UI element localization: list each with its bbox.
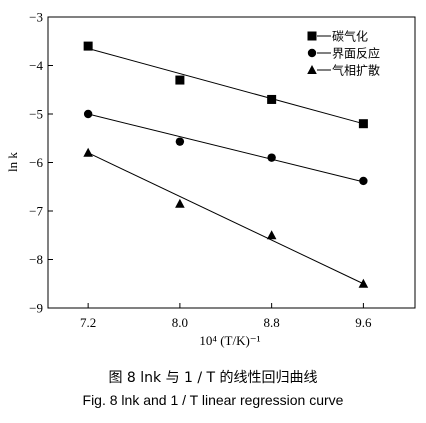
series-layer <box>83 41 369 288</box>
legend-marker-square <box>307 31 317 41</box>
regression-line <box>88 113 364 183</box>
figure-caption-chinese: 图 8 lnk 与 1 / T 的线性回归曲线 <box>108 370 318 386</box>
data-point-square <box>83 41 93 51</box>
figure-caption-english: Fig. 8 lnk and 1 / T linear regression c… <box>82 392 344 408</box>
data-point-circle <box>267 153 276 162</box>
x-tick-label: 9.6 <box>355 315 372 330</box>
legend-marker-triangle <box>307 65 317 74</box>
plot-frame <box>47 16 416 309</box>
x-tick-label: 8.0 <box>172 315 188 330</box>
x-tick-label: 7.2 <box>80 315 96 330</box>
legend-marker-circle <box>307 48 317 58</box>
y-tick-label: −3 <box>29 10 43 25</box>
y-axis-title: ln k <box>5 152 20 172</box>
data-point-triangle <box>83 147 93 157</box>
data-point-square <box>358 119 368 129</box>
x-axis: 7.2 8.0 8.8 9.6 <box>80 303 372 330</box>
regression-line <box>88 48 364 125</box>
data-point-circle <box>83 109 93 119</box>
series-triangle <box>83 147 369 288</box>
y-tick-label: −5 <box>29 107 43 122</box>
x-tick-label: 8.8 <box>264 315 280 330</box>
y-tick-label: −6 <box>29 155 43 170</box>
x-axis-title: 10⁴ (T/K)⁻¹ <box>199 333 260 348</box>
y-tick-label: −4 <box>29 58 43 73</box>
y-tick-label: −9 <box>29 301 43 316</box>
data-point-triangle <box>358 278 369 288</box>
data-point-circle <box>359 176 368 186</box>
regression-line <box>87 152 364 285</box>
series-square <box>83 41 368 129</box>
y-axis: −3 −4 −5 −6 −7 −8 −9 <box>29 10 53 316</box>
series-circle <box>83 109 368 186</box>
data-point-triangle <box>266 230 277 240</box>
legend-entry: 界面反应 <box>307 46 380 61</box>
y-tick-label: −8 <box>29 252 43 267</box>
data-point-triangle <box>175 198 185 208</box>
data-point-square <box>267 94 277 104</box>
legend-label: 界面反应 <box>332 46 380 61</box>
legend-entry: 气相扩散 <box>307 63 380 78</box>
legend-label: 碳气化 <box>332 29 368 44</box>
data-point-circle <box>175 137 185 146</box>
legend-label: 气相扩散 <box>332 63 380 78</box>
y-tick-label: −7 <box>29 204 43 219</box>
legend-entry: 碳气化 <box>307 29 368 44</box>
data-point-square <box>175 75 185 85</box>
